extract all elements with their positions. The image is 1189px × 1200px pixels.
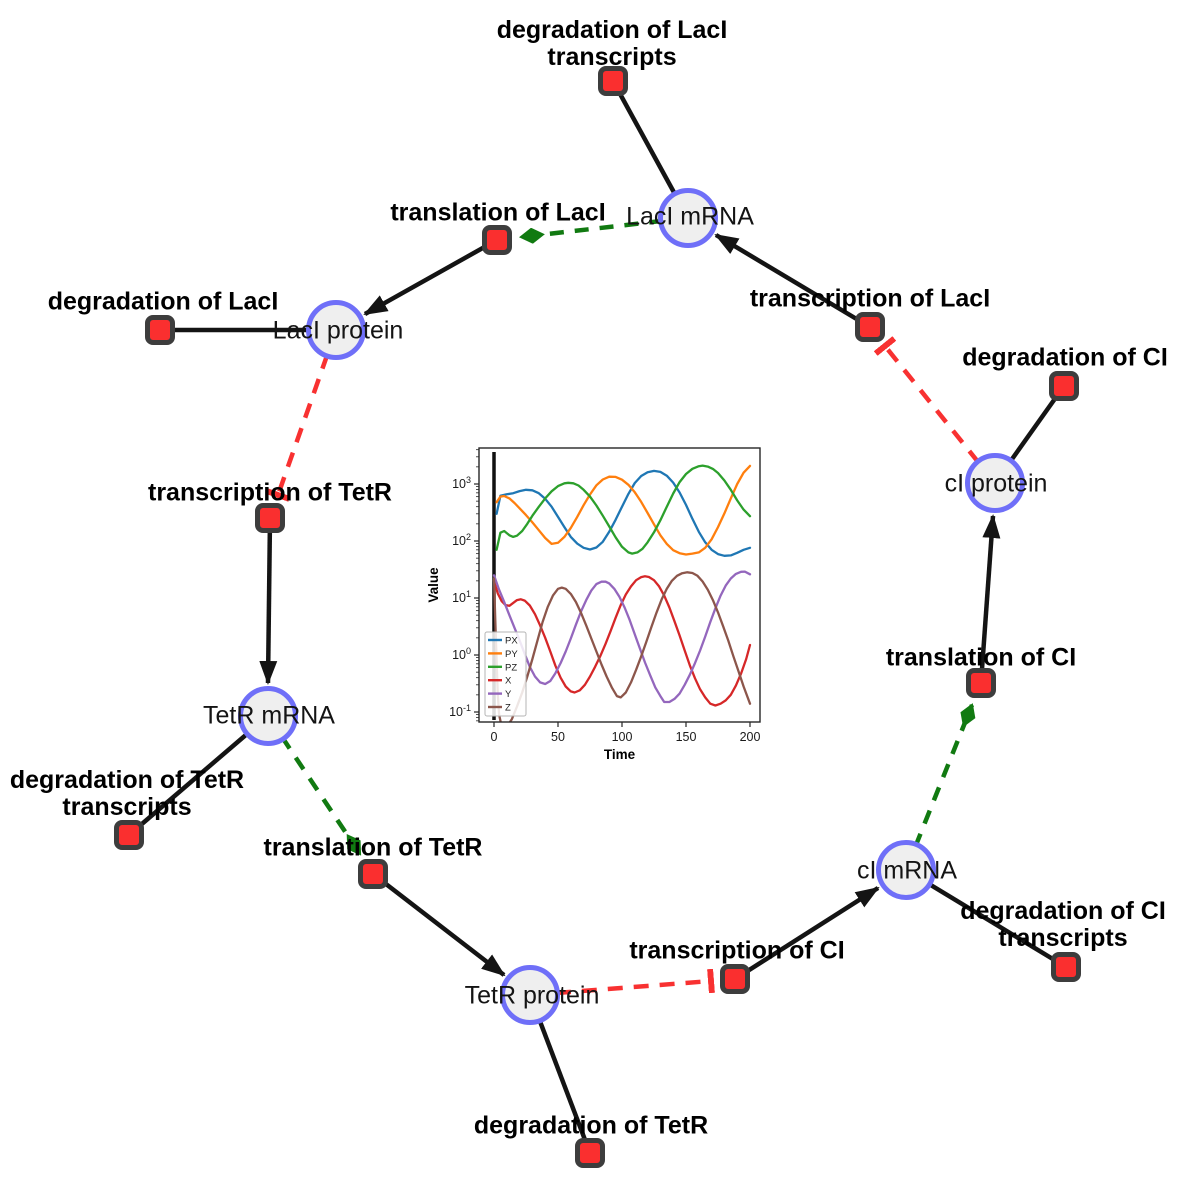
chart-legend-label: PY — [505, 649, 518, 660]
node-degradation-of-laci-transcripts — [598, 66, 628, 96]
label-translation-of-laci: translation of LacI — [390, 198, 606, 227]
chart-legend-label: PZ — [505, 662, 517, 673]
edge-translation-of-laci-to-laci-protein — [363, 238, 499, 316]
node-ci-protein — [965, 453, 1025, 513]
chart-ytick-label: 10-1 — [449, 703, 471, 719]
node-transcription-of-ci — [720, 964, 750, 994]
chart-legend-label: Z — [505, 703, 511, 714]
edge-translation-of-tetr-to-tetr-protein — [371, 872, 506, 977]
node-degradation-of-laci — [145, 315, 175, 345]
chart-svg: 0 50 100 150 200 103 102 101 100 10-1 Time Value PX P… — [426, 447, 761, 762]
node-laci-protein — [306, 300, 366, 360]
label-degradation-of-laci-transcripts: degradation of LacI transcripts — [496, 16, 728, 71]
chart-ytick-label: 101 — [452, 589, 471, 605]
label-degradation-of-tetr-transcripts: degradation of TetR transcripts — [9, 766, 245, 821]
label-ci-mrna: cI mRNA — [857, 856, 957, 885]
chart-series-Y — [492, 570, 752, 704]
node-degradation-of-tetr — [575, 1138, 605, 1168]
chart-legend-label: Y — [505, 689, 512, 700]
chart-legend-label: X — [505, 676, 512, 687]
label-transcription-of-ci: transcription of CI — [629, 936, 845, 965]
chart-frame — [478, 447, 761, 723]
chart-ytick-label: 103 — [452, 475, 471, 491]
chart-ytick-label: 102 — [452, 532, 471, 548]
label-translation-of-tetr: translation of TetR — [263, 833, 483, 862]
chart-xtick-label: 150 — [676, 730, 697, 744]
node-laci-mrna — [658, 188, 718, 248]
node-degradation-of-ci-transcripts — [1051, 952, 1081, 982]
label-tetr-mrna: TetR mRNA — [203, 701, 335, 730]
node-ci-mrna — [876, 840, 936, 900]
node-translation-of-laci — [482, 225, 512, 255]
chart-xtick-label: 50 — [551, 730, 565, 744]
label-ci-protein: cI protein — [944, 469, 1048, 498]
label-degradation-of-ci: degradation of CI — [962, 343, 1168, 372]
label-transcription-of-tetr: transcription of TetR — [148, 478, 392, 507]
node-transcription-of-tetr — [255, 503, 285, 533]
edge-ci-mrna-to-degradation-of-ci-transcripts — [904, 868, 1068, 969]
chart-ylabel: Value — [428, 567, 441, 603]
label-degradation-of-laci: degradation of LacI — [47, 287, 279, 316]
chart-legend-label: PX — [505, 636, 518, 647]
inset-timeseries-chart: 0 50 100 150 200 103 102 101 100 10-1 Time Value PX P… — [426, 430, 778, 775]
chart-series-PZ — [495, 464, 752, 555]
chart-series-X — [492, 575, 752, 707]
node-tetr-mrna — [238, 686, 298, 746]
node-degradation-of-ci — [1049, 371, 1079, 401]
node-translation-of-ci — [966, 668, 996, 698]
node-degradation-of-tetr-transcripts — [114, 820, 144, 850]
chart-xtick-label: 100 — [612, 730, 633, 744]
label-tetr-protein: TetR protein — [464, 981, 600, 1010]
label-laci-mrna: LacI mRNA — [626, 202, 754, 231]
edge-tetr-protein-inhibits-transcription-of-ci — [529, 968, 715, 998]
edge-transcription-of-ci-to-ci-mrna — [733, 886, 880, 981]
label-degradation-of-ci-transcripts: degradation of CI transcripts — [960, 897, 1166, 952]
chart-xlabel: Time — [604, 747, 636, 762]
edge-translation-of-ci-to-ci-protein — [978, 514, 1001, 684]
chart-series-PY — [495, 464, 752, 556]
node-transcription-of-laci — [855, 312, 885, 342]
chart-xtick-label: 200 — [740, 730, 761, 744]
label-degradation-of-tetr: degradation of TetR — [473, 1111, 709, 1140]
chart-xtick-label: 0 — [491, 730, 498, 744]
chart-ytick-label: 100 — [452, 646, 471, 662]
label-translation-of-ci: translation of CI — [885, 643, 1077, 672]
label-laci-protein: LacI protein — [272, 316, 404, 345]
node-tetr-protein — [500, 965, 560, 1025]
label-transcription-of-laci: transcription of LacI — [749, 284, 991, 313]
edge-transcription-of-tetr-to-tetr-mrna — [259, 517, 278, 685]
edge-transcription-of-laci-to-laci-mrna — [714, 233, 872, 329]
node-translation-of-tetr — [358, 859, 388, 889]
